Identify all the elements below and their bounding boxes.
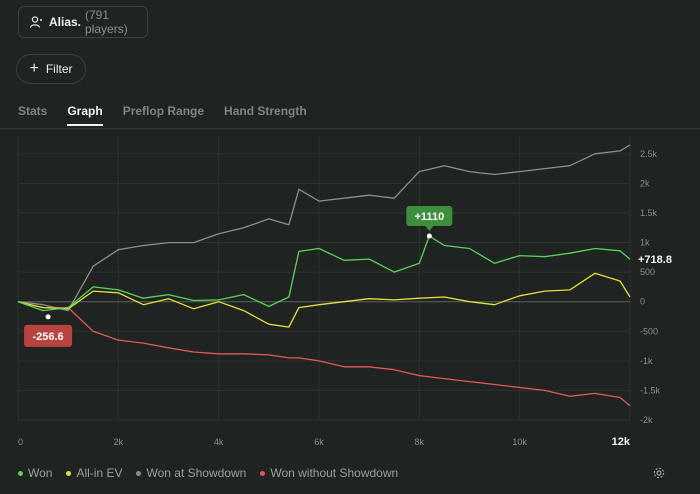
profit-graph[interactable]: 2.5k 2k 1.5k 1k 500 0 -500 -1k -1.5k -2k 0 2k 4k 6k 8k…	[0, 130, 700, 460]
max-label: +1110	[415, 211, 445, 223]
gear-icon[interactable]	[652, 466, 666, 480]
min-point-marker	[45, 314, 51, 320]
tab-divider	[0, 128, 700, 129]
tab-preflop-range[interactable]: Preflop Range	[122, 104, 205, 118]
series-line-won	[17, 235, 631, 312]
min-label-badge	[24, 324, 73, 347]
current-value-label: +718.8	[638, 254, 672, 266]
x-tick-label: 12k	[612, 436, 631, 448]
x-tick-label: 6k	[314, 437, 324, 447]
tab-bar: Stats Graph Preflop Range Hand Strength	[18, 104, 327, 126]
legend-dot-won-without-showdown	[260, 470, 266, 476]
y-tick-label: -1.5k	[640, 385, 661, 395]
series-line-won-without-showdown	[17, 301, 631, 407]
legend-item-won-without-showdown[interactable]: Won without Showdown	[260, 466, 398, 480]
legend-item-all-in-ev[interactable]: All-in EV	[66, 466, 122, 480]
y-tick-label: -500	[640, 326, 658, 336]
max-point-marker	[426, 233, 432, 239]
min-label: -256.6	[32, 331, 63, 343]
plus-icon: +	[29, 60, 39, 77]
filter-button[interactable]: + Filter	[16, 54, 86, 84]
x-tick-label: 0	[18, 437, 23, 447]
y-tick-label: 1k	[640, 238, 650, 248]
y-tick-label: 1.5k	[640, 208, 658, 218]
legend-label-all-in-ev: All-in EV	[76, 466, 123, 480]
user-icon	[29, 15, 43, 29]
y-tick-label: -1k	[640, 356, 653, 366]
x-tick-label: 8k	[415, 437, 425, 447]
legend-dot-all-in-ev	[66, 470, 72, 476]
y-tick-label: 2.5k	[640, 149, 658, 159]
legend-label-won-without-showdown: Won without Showdown	[270, 466, 399, 480]
filter-label: Filter	[45, 62, 73, 76]
legend-dot-won	[18, 470, 23, 476]
chart-legend: Won All-in EV Won at Showdown Won withou…	[18, 466, 412, 480]
legend-item-won[interactable]: Won	[18, 466, 52, 480]
tab-stats[interactable]: Stats	[18, 104, 48, 118]
series-line-won-at-showdown	[17, 144, 631, 312]
x-tick-label: 4k	[214, 437, 224, 447]
y-tick-label: -2k	[640, 415, 653, 425]
max-label-pointer	[425, 226, 434, 232]
legend-item-won-at-showdown[interactable]: Won at Showdown	[136, 466, 246, 480]
x-tick-label: 10k	[512, 437, 527, 447]
alias-name: Alias.	[49, 15, 82, 29]
max-label-badge	[406, 206, 453, 227]
tab-graph[interactable]: Graph	[67, 104, 103, 126]
legend-dot-won-at-showdown	[136, 470, 142, 476]
legend-label-won-at-showdown: Won at Showdown	[146, 466, 247, 480]
legend-label-won: Won	[28, 466, 53, 480]
x-tick-label: 2k	[114, 437, 124, 447]
y-tick-label: 500	[640, 267, 655, 277]
alias-player-count: (791 players)	[85, 8, 128, 36]
tab-hand-strength[interactable]: Hand Strength	[224, 104, 307, 118]
y-tick-label: 2k	[640, 178, 650, 188]
alias-selector-button[interactable]: Alias. (791 players)	[18, 6, 148, 38]
series-line-all-in-ev	[17, 272, 631, 328]
y-tick-label: 0	[640, 297, 645, 307]
